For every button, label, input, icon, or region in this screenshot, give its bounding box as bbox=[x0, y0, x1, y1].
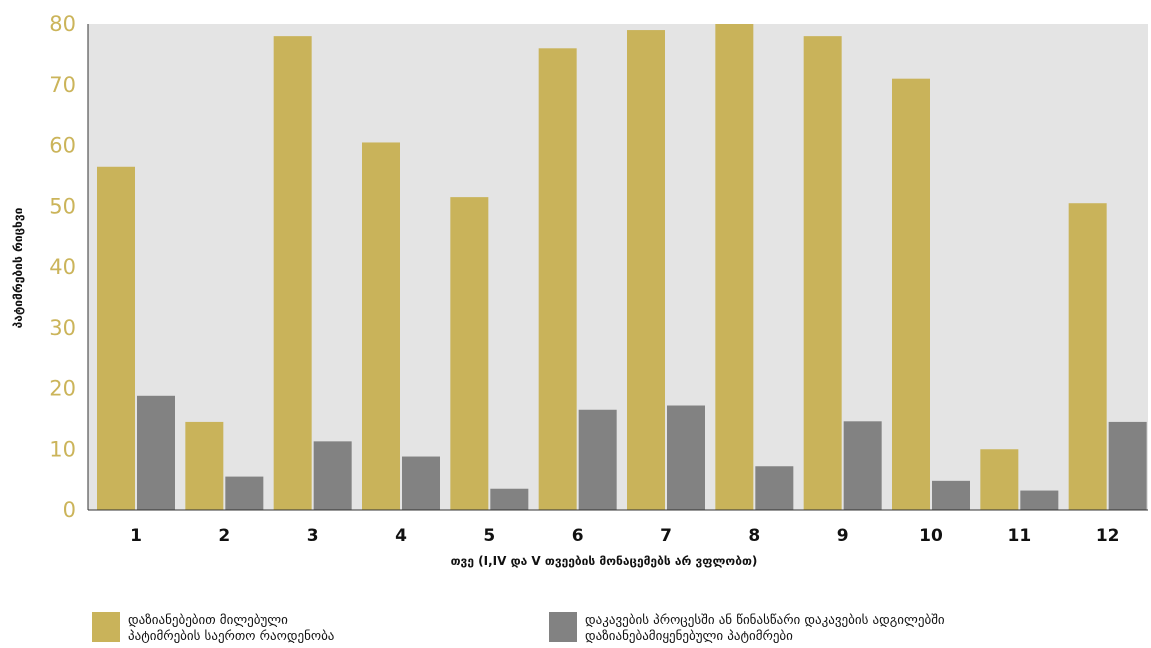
bar-series-1-month-3 bbox=[273, 36, 312, 511]
x-tick-label: 7 bbox=[660, 526, 672, 546]
x-tick-label: 3 bbox=[307, 526, 319, 546]
legend-swatch-series-1 bbox=[92, 612, 120, 642]
x-tick-label: 9 bbox=[837, 526, 849, 546]
bar-series-1-month-4 bbox=[362, 142, 400, 510]
x-tick-label: 4 bbox=[395, 526, 407, 546]
y-tick-label: 30 bbox=[49, 316, 76, 340]
y-tick-label: 40 bbox=[49, 255, 76, 279]
bar-series-1-month-7 bbox=[627, 30, 665, 510]
y-tick-label: 0 bbox=[63, 498, 76, 522]
y-tick-label: 60 bbox=[49, 134, 76, 158]
legend-label-series-1-line-2: პატიმრების საერთო რაოდენობა bbox=[128, 629, 334, 644]
bar-series-1-month-10 bbox=[892, 78, 930, 511]
bar-series-1-month-12 bbox=[1068, 203, 1107, 510]
x-tick-label: 1 bbox=[130, 526, 142, 546]
x-tick-label: 6 bbox=[572, 526, 584, 546]
bar-series-2-month-6 bbox=[578, 409, 617, 510]
bar-series-2-month-4 bbox=[402, 456, 440, 510]
bar-series-1-month-2 bbox=[185, 421, 224, 510]
x-axis-label: თვე (I,IV და V თვეების მონაცემებს არ ვფლ… bbox=[451, 554, 758, 568]
y-tick-label: 50 bbox=[49, 194, 76, 218]
bar-series-2-month-2 bbox=[225, 476, 264, 510]
y-tick-label: 80 bbox=[49, 12, 76, 36]
bar-series-1-month-1 bbox=[97, 166, 135, 510]
legend-label-series-2-line-1: დაკავების პროცესში ან წინასწარი დაკავები… bbox=[585, 613, 945, 628]
bar-series-1-month-8 bbox=[715, 24, 754, 510]
y-tick-label: 70 bbox=[49, 73, 76, 97]
x-tick-label: 10 bbox=[919, 526, 943, 546]
bar-series-1-month-9 bbox=[803, 36, 842, 511]
x-tick-label: 5 bbox=[483, 526, 495, 546]
y-tick-labels: 0 10 20 30 40 50 60 70 80 bbox=[49, 12, 76, 522]
bar-series-2-month-1 bbox=[137, 395, 175, 510]
bar-series-2-month-12 bbox=[1108, 421, 1147, 510]
bar-series-1-month-6 bbox=[538, 48, 577, 511]
bar-series-2-month-8 bbox=[755, 466, 794, 510]
x-tick-label: 12 bbox=[1096, 526, 1120, 546]
bar-series-2-month-9 bbox=[843, 421, 882, 510]
bar-series-2-month-11 bbox=[1020, 490, 1059, 510]
bars-group bbox=[97, 24, 1147, 511]
legend-label-series-2-line-2: დაზიანებამიყენებული პატიმრები bbox=[585, 629, 793, 644]
bar-series-2-month-5 bbox=[490, 488, 529, 510]
x-tick-label: 2 bbox=[218, 526, 230, 546]
bar-series-2-month-3 bbox=[313, 441, 352, 510]
bar-series-2-month-10 bbox=[932, 480, 970, 510]
bar-series-2-month-7 bbox=[667, 405, 705, 510]
x-tick-label: 11 bbox=[1007, 526, 1031, 546]
legend-label-series-1-line-1: დაზიანებებით მილებული bbox=[128, 613, 288, 628]
y-axis-label: პატიმრების რიცხვი bbox=[11, 207, 25, 328]
legend-swatch-series-2 bbox=[549, 612, 577, 642]
plot-background bbox=[88, 24, 1148, 510]
x-tick-labels: 1 2 3 4 5 6 7 8 9 10 11 12 bbox=[130, 526, 1119, 546]
bar-series-1-month-11 bbox=[980, 449, 1019, 510]
y-tick-label: 20 bbox=[49, 377, 76, 401]
bar-series-1-month-5 bbox=[450, 197, 489, 510]
x-tick-label: 8 bbox=[748, 526, 760, 546]
y-tick-label: 10 bbox=[49, 437, 76, 461]
